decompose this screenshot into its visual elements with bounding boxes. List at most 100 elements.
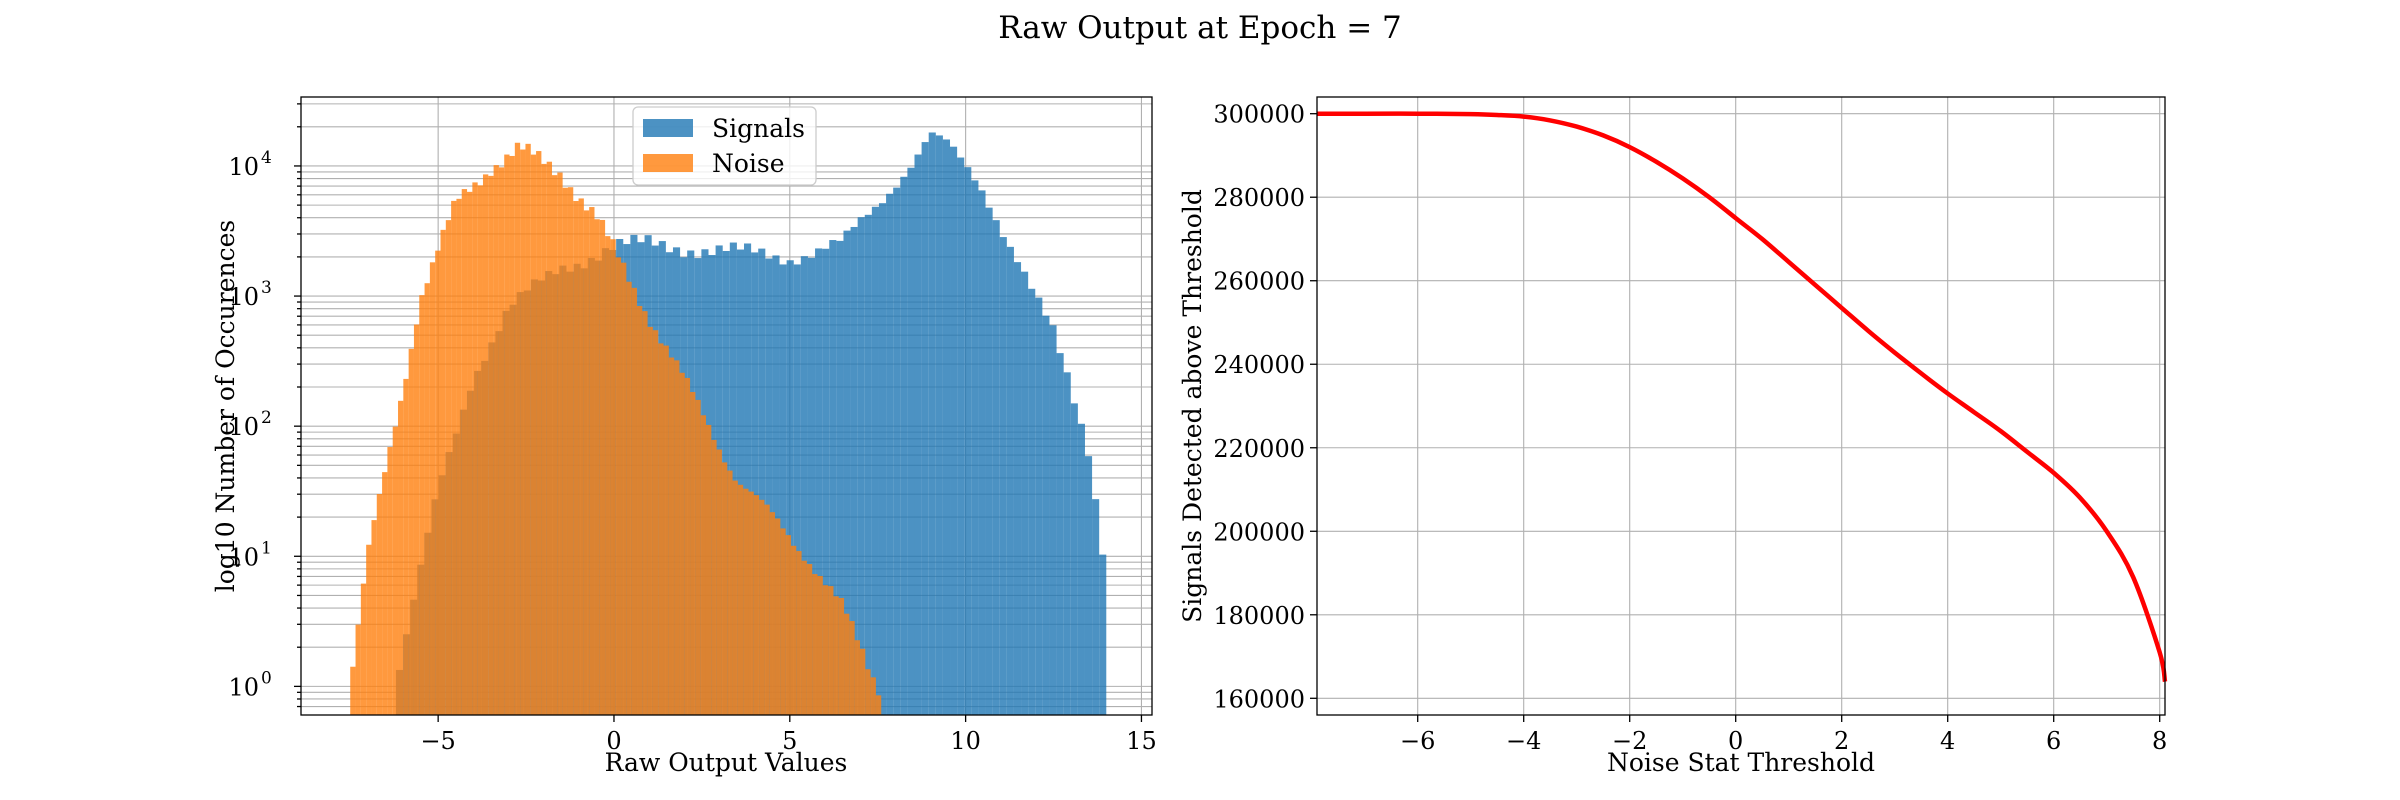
histogram-xtick-label: 0: [606, 727, 621, 755]
noise-bar: [705, 424, 712, 715]
noise-bar: [716, 449, 722, 715]
signals-bar: [1028, 288, 1036, 715]
noise-bar: [573, 201, 579, 715]
signals-bar: [857, 217, 865, 715]
line-ylabel: Signals Detected above Threshold: [1178, 189, 1207, 623]
histogram-ytick-exponent: 4: [261, 148, 272, 168]
noise-bar: [806, 564, 813, 715]
noise-bar: [812, 574, 818, 715]
noise-bar: [536, 151, 542, 715]
signals-bar: [928, 132, 936, 716]
signals-bar: [999, 237, 1007, 715]
noise-bar: [658, 343, 664, 715]
signals-bar: [1049, 325, 1057, 715]
line-xtick-label: −6: [1400, 727, 1435, 755]
noise-bar: [822, 585, 829, 715]
signals-bar: [779, 264, 787, 715]
line-ytick-label: 240000: [1213, 351, 1305, 379]
noise-bar: [854, 640, 860, 715]
noise-bar: [727, 470, 733, 715]
signals-bar: [942, 139, 951, 715]
noise-bar: [679, 372, 685, 715]
noise-bar: [456, 198, 462, 715]
noise-bar: [398, 400, 404, 715]
line-ytick-label: 200000: [1213, 518, 1305, 546]
signals-bar: [921, 142, 929, 715]
noise-bar: [748, 491, 754, 715]
signals-bar: [1013, 262, 1022, 715]
noise-bar: [849, 621, 855, 715]
noise-bar: [859, 648, 866, 715]
noise-bar: [525, 143, 531, 716]
noise-bar: [615, 257, 622, 715]
noise-bar: [759, 499, 765, 715]
line-ticks: −6 −4 −2 0 2 4 6 8 160000 180000 200000 220000 24000…: [1213, 101, 2167, 755]
histogram-legend: Signals Noise: [632, 106, 817, 186]
noise-bar: [562, 187, 568, 715]
histogram-ytick-label: 10: [228, 413, 259, 441]
line-frame: [1316, 96, 2166, 716]
noise-bar: [589, 207, 595, 715]
noise-bar: [541, 163, 547, 715]
noise-bar: [732, 480, 738, 715]
signals-bar: [950, 146, 958, 716]
noise-bar: [647, 326, 653, 715]
noise-bar: [844, 613, 850, 715]
signals-bar: [1099, 554, 1107, 715]
line-xtick-label: 2: [1834, 727, 1849, 755]
noise-bar: [530, 154, 537, 715]
signals-bar: [744, 243, 752, 715]
noise-bar: [801, 560, 807, 715]
histogram-ytick-label: 10: [228, 153, 259, 181]
histogram-ylabel: log10 Number of Occurences: [211, 220, 240, 593]
line-xtick-label: 8: [2152, 727, 2167, 755]
signals-bar: [992, 220, 1000, 715]
signals-bar: [971, 180, 979, 716]
line-ytick-label: 300000: [1213, 101, 1305, 129]
signals-bar: [1070, 403, 1078, 715]
signals-bar: [914, 154, 922, 715]
signals-bar: [1077, 423, 1085, 715]
line-xlabel: Noise Stat Threshold: [1607, 748, 1875, 777]
histogram-ytick-label: 10: [228, 543, 259, 571]
noise-bar: [785, 535, 791, 715]
line-xtick-label: 6: [2046, 727, 2061, 755]
signals-bar: [793, 264, 801, 715]
signals-bar: [978, 190, 986, 715]
signals-bar: [772, 255, 780, 716]
line-xtick-label: −4: [1506, 727, 1541, 755]
noise-bar: [472, 182, 478, 715]
histogram-xtick-label: 15: [1126, 727, 1157, 755]
signals-bar: [1084, 456, 1093, 715]
signals-bar: [765, 258, 773, 715]
noise-bar: [605, 236, 611, 715]
legend-swatch-signals: [643, 119, 693, 137]
line-xtick-label: 0: [1728, 727, 1743, 755]
noise-bar: [626, 281, 632, 715]
signals-bar: [1042, 315, 1050, 715]
noise-bar: [838, 597, 845, 715]
signals-bar: [1063, 372, 1071, 715]
noise-bar: [371, 520, 377, 715]
noise-bar: [594, 219, 600, 715]
noise-bar: [610, 239, 616, 715]
signals-bar: [1056, 353, 1064, 715]
noise-bar: [636, 306, 643, 715]
signals-bar: [957, 157, 965, 715]
noise-bar: [817, 576, 823, 715]
signals-bar: [1035, 297, 1043, 715]
noise-bar: [493, 165, 499, 715]
noise-bar: [392, 426, 399, 715]
noise-bar: [870, 677, 876, 715]
noise-bar: [477, 185, 483, 715]
noise-bar: [424, 283, 430, 715]
noise-bar: [488, 175, 494, 715]
noise-bar: [482, 174, 489, 716]
signals-bar: [871, 206, 879, 715]
signals-detected-line: [1317, 111, 2168, 683]
noise-bar: [504, 154, 510, 715]
figure-title: Raw Output at Epoch = 7: [998, 10, 1402, 46]
noise-bar: [552, 175, 558, 715]
